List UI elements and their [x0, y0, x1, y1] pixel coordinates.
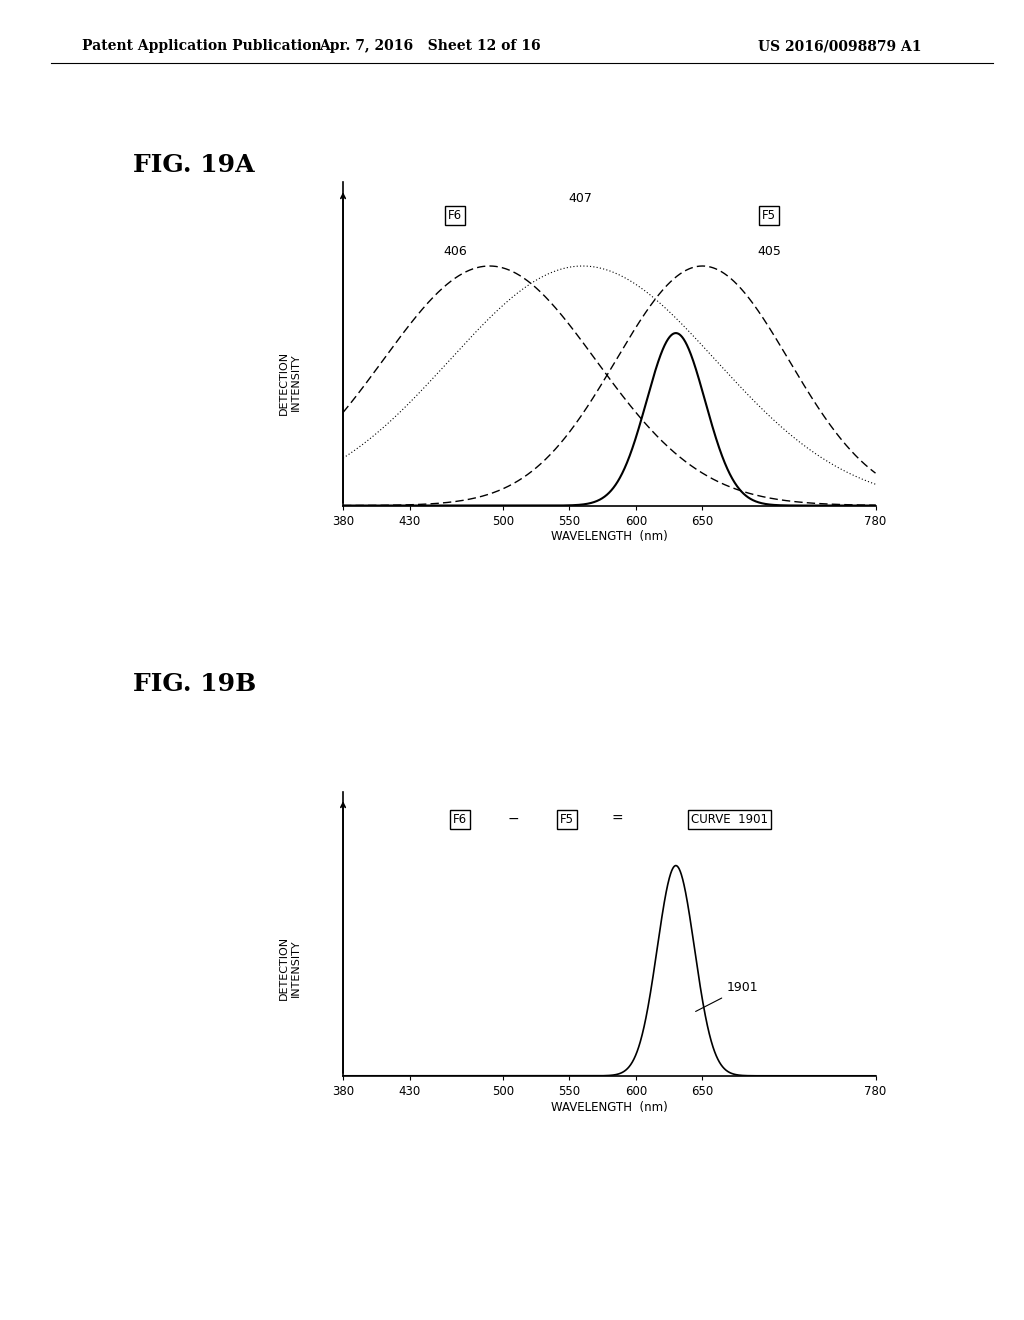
- Y-axis label: DETECTION
INTENSITY: DETECTION INTENSITY: [279, 351, 301, 414]
- Text: F5: F5: [762, 209, 776, 222]
- Text: 405: 405: [757, 246, 781, 259]
- X-axis label: WAVELENGTH  (nm): WAVELENGTH (nm): [551, 1101, 668, 1114]
- Text: CURVE  1901: CURVE 1901: [690, 813, 768, 826]
- Text: FIG. 19A: FIG. 19A: [133, 153, 255, 177]
- Text: 407: 407: [568, 193, 592, 206]
- Text: Apr. 7, 2016   Sheet 12 of 16: Apr. 7, 2016 Sheet 12 of 16: [319, 40, 541, 53]
- Text: Patent Application Publication: Patent Application Publication: [82, 40, 322, 53]
- Text: −: −: [508, 812, 519, 826]
- Text: US 2016/0098879 A1: US 2016/0098879 A1: [758, 40, 922, 53]
- Text: =: =: [611, 812, 623, 826]
- Y-axis label: DETECTION
INTENSITY: DETECTION INTENSITY: [279, 936, 301, 1001]
- Text: F6: F6: [454, 813, 467, 826]
- Text: 1901: 1901: [695, 981, 758, 1011]
- Text: F5: F5: [560, 813, 573, 826]
- X-axis label: WAVELENGTH  (nm): WAVELENGTH (nm): [551, 531, 668, 544]
- Text: F6: F6: [447, 209, 462, 222]
- Text: FIG. 19B: FIG. 19B: [133, 672, 256, 696]
- Text: 406: 406: [443, 246, 467, 259]
